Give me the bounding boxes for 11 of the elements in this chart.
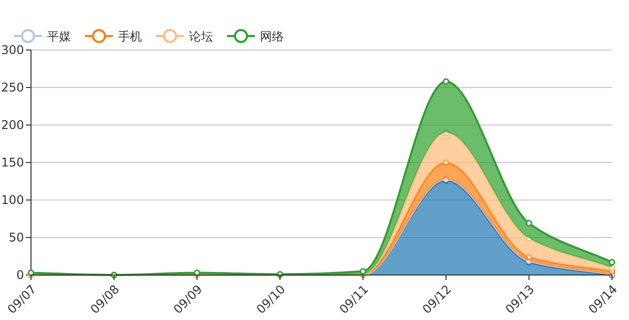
y-tick-label: 50 [8, 230, 24, 244]
y-tick-label: 300 [1, 43, 24, 57]
legend-label: 网络 [260, 30, 284, 44]
legend-label: 手机 [118, 30, 142, 44]
y-tick-label: 150 [1, 156, 24, 170]
legend-label: 平媒 [47, 30, 71, 44]
y-tick-label: 250 [1, 80, 24, 94]
y-tick-label: 0 [16, 268, 24, 282]
y-tick-label: 200 [1, 118, 24, 132]
legend-label: 论坛 [189, 30, 213, 44]
y-tick-label: 100 [1, 193, 24, 207]
